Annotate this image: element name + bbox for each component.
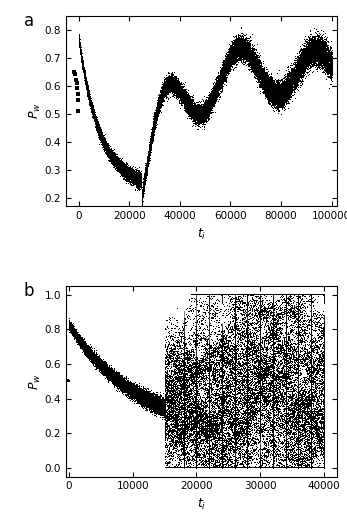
Y-axis label: $P_w$: $P_w$ bbox=[28, 103, 43, 119]
X-axis label: $t_i$: $t_i$ bbox=[197, 497, 206, 512]
Y-axis label: $P_w$: $P_w$ bbox=[28, 373, 43, 390]
Text: b: b bbox=[24, 282, 34, 300]
Text: a: a bbox=[24, 12, 34, 30]
X-axis label: $t_i$: $t_i$ bbox=[197, 226, 206, 241]
